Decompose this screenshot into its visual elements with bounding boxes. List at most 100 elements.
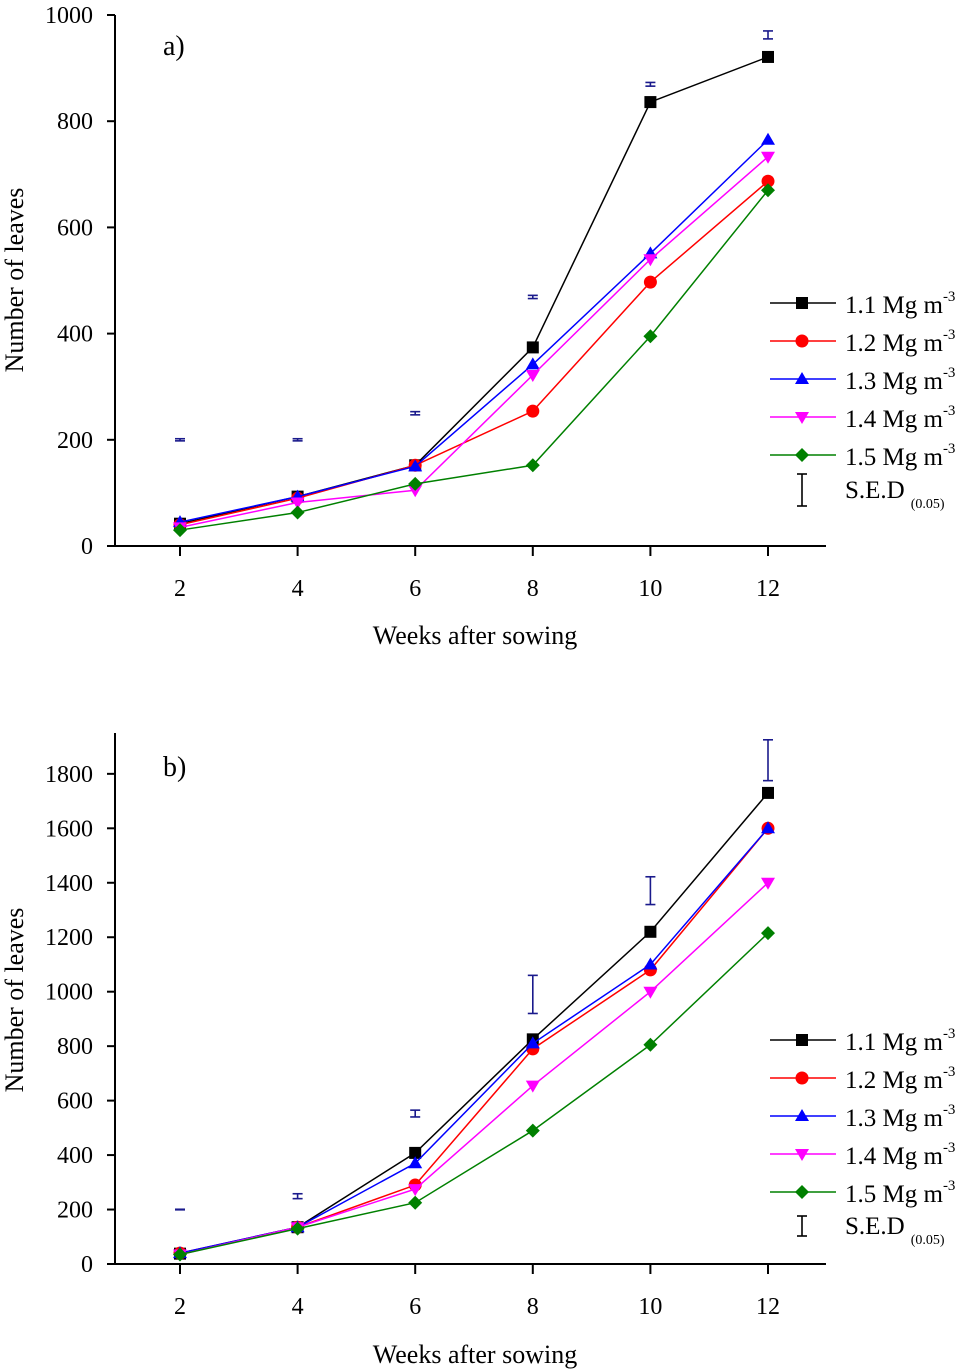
- legend-marker: [795, 1071, 809, 1085]
- data-point: [408, 476, 423, 491]
- x-tick-label: 6: [409, 1294, 421, 1320]
- data-point: [525, 1036, 540, 1049]
- data-point: [173, 1247, 187, 1262]
- series-12: [173, 174, 775, 532]
- y-tick-label: 1400: [45, 871, 93, 897]
- data-point: [290, 505, 305, 520]
- legend-marker: [795, 1149, 809, 1161]
- series-11: [174, 50, 774, 530]
- legend-label-sup: -3: [943, 289, 956, 305]
- y-tick-label: 800: [57, 109, 93, 135]
- legend-label: 1.3 Mg m-3: [845, 365, 955, 395]
- data-point: [525, 1123, 540, 1138]
- series-line: [179, 189, 769, 531]
- chart-panel-a: 0 200 400 600 800 1000 2 4 6 8 10 12 Weeks after sow…: [0, 3, 955, 650]
- x-tick-label: 2: [174, 1294, 186, 1320]
- x-tick-label: 10: [638, 1294, 662, 1320]
- data-point: [761, 174, 775, 188]
- legend-sed-label: S.E.D (0.05): [845, 1213, 945, 1248]
- series-14: [173, 877, 775, 1262]
- legend-item: 1.4 Mg m-3: [770, 1140, 955, 1170]
- data-point: [643, 254, 658, 267]
- legend-label-sup: -3: [943, 1178, 956, 1194]
- legend-item: 1.3 Mg m-3: [770, 1102, 955, 1132]
- series-line: [179, 827, 769, 1254]
- y-tick-label: 400: [57, 1143, 93, 1169]
- y-tick-label: 1000: [45, 3, 93, 29]
- legend-label-text: 1.4 Mg m: [845, 1143, 943, 1170]
- series-line: [179, 180, 769, 526]
- legend-marker: [795, 448, 809, 462]
- legend-sed-sub: (0.05): [911, 1233, 945, 1248]
- x-tick-label: 2: [174, 576, 186, 602]
- series-line: [179, 139, 769, 523]
- legend-label: 1.4 Mg m-3: [845, 403, 955, 433]
- data-point: [761, 926, 775, 941]
- y-tick-label: 600: [57, 215, 93, 241]
- y-tick-label: 200: [57, 1198, 93, 1224]
- legend-label-text: 1.3 Mg m: [845, 1105, 943, 1132]
- data-point: [761, 877, 775, 890]
- data-point: [643, 329, 658, 344]
- data-point: [526, 404, 540, 418]
- data-point: [761, 821, 775, 834]
- series-13: [173, 132, 775, 528]
- y-tick-label: 400: [57, 322, 93, 348]
- legend-item-sed: S.E.D (0.05): [797, 1213, 945, 1248]
- sed-error-bar: [763, 739, 773, 782]
- x-tick-label: 8: [527, 1294, 539, 1320]
- y-tick-label: 0: [81, 534, 93, 560]
- y-tick-label: 1600: [45, 816, 93, 842]
- data-point: [408, 459, 423, 472]
- data-point: [173, 523, 187, 538]
- series-line: [179, 882, 769, 1256]
- legend-marker: [795, 412, 809, 424]
- data-point: [643, 957, 658, 970]
- chart-panel-b: 0 200 400 600 800 1000 1200 1400 1600 1800 2 4 6 8 10 1…: [0, 733, 955, 1369]
- series-line: [179, 792, 769, 1255]
- series-15: [173, 926, 775, 1262]
- legend-label-text: 1.3 Mg m: [845, 368, 943, 395]
- x-tick-label: 12: [756, 576, 780, 602]
- legend-label: 1.5 Mg m-3: [845, 1178, 955, 1208]
- legend-marker: [796, 1034, 808, 1046]
- data-point: [643, 1037, 658, 1052]
- legend-label: 1.1 Mg m-3: [845, 289, 955, 319]
- y-tick-label: 1200: [45, 925, 93, 951]
- legend-label: 1.2 Mg m-3: [845, 327, 955, 357]
- y-tick-label: 1000: [45, 980, 93, 1006]
- data-point: [290, 497, 305, 510]
- sed-error-bar: [175, 1208, 185, 1211]
- sed-error-bar: [645, 875, 656, 906]
- legend-label-text: 1.4 Mg m: [845, 406, 943, 433]
- legend-label-text: 1.2 Mg m: [845, 330, 943, 357]
- legend-label-sup: -3: [943, 1140, 956, 1156]
- legend-item: 1.2 Mg m-3: [770, 327, 955, 357]
- legend-marker: [795, 372, 809, 384]
- panel-label: a): [163, 31, 185, 62]
- legend-item: 1.1 Mg m-3: [770, 289, 955, 319]
- legend-marker: [795, 1109, 809, 1121]
- legend-label-text: 1.5 Mg m: [845, 444, 943, 471]
- sed-error-bar: [527, 974, 538, 1015]
- sed-error-bar: [410, 410, 421, 416]
- panel-label: b): [163, 752, 186, 783]
- legend-sed-text: S.E.D: [845, 1213, 905, 1240]
- legend-label: 1.3 Mg m-3: [845, 1102, 955, 1132]
- data-point: [408, 485, 423, 498]
- legend-label-text: 1.2 Mg m: [845, 1067, 943, 1094]
- legend-marker: [796, 297, 808, 309]
- legend-sed-label: S.E.D (0.05): [845, 477, 945, 512]
- legend-item: 1.5 Mg m-3: [770, 1178, 955, 1208]
- series-line: [179, 932, 769, 1256]
- legend-label-sup: -3: [943, 1064, 956, 1080]
- legend-label-sup: -3: [943, 441, 956, 457]
- legend-label-sup: -3: [943, 365, 956, 381]
- sed-error-bar: [410, 1109, 421, 1118]
- legend-label-text: 1.1 Mg m: [845, 1029, 943, 1056]
- series-11: [174, 786, 774, 1260]
- legend-label-sup: -3: [943, 1026, 956, 1042]
- x-tick-label: 6: [409, 576, 421, 602]
- data-point: [526, 341, 539, 354]
